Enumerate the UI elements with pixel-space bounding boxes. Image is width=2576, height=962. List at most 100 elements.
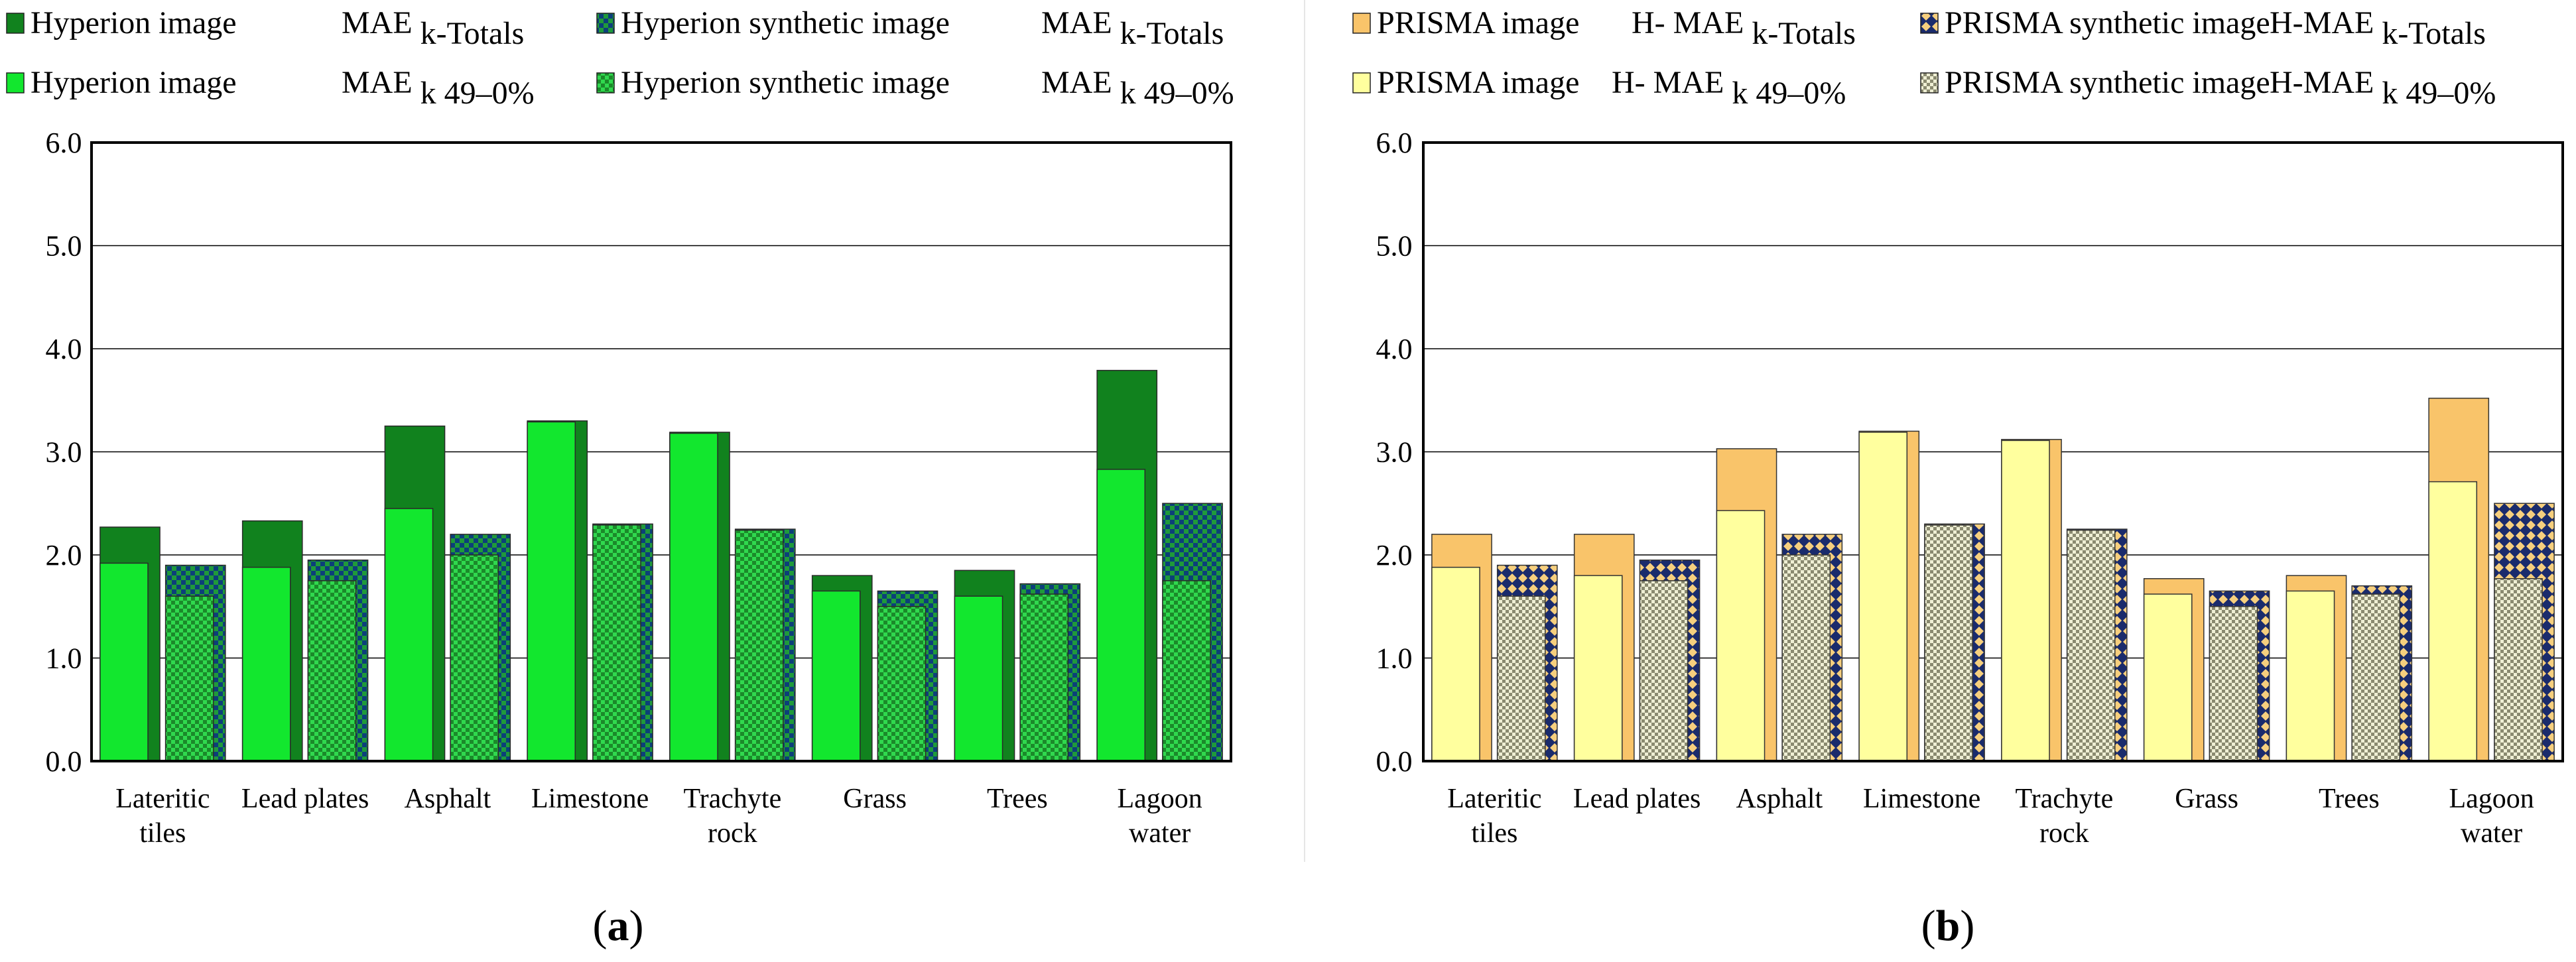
bar-synthetic-k-49-0 (2494, 578, 2543, 762)
y-tick-label: 6.0 (46, 127, 82, 159)
bar-image-k-49-0 (99, 562, 149, 762)
y-tick-label: 6.0 (1376, 127, 1413, 159)
y-tick-label: 2.0 (46, 539, 82, 571)
x-category-label: Lagoon (2449, 784, 2534, 814)
bar-synthetic-k-49-0 (1639, 580, 1689, 762)
x-category-label: Grass (843, 784, 907, 814)
bar-image-k-49-0 (241, 566, 291, 762)
legend-swatch (1352, 72, 1371, 93)
bar-image-k-49-0 (2286, 590, 2335, 762)
legend-metric: MAE k-Totals (1041, 5, 1224, 51)
legend-swatch (1352, 13, 1371, 34)
legend-entry: PRISMA synthetic image H-MAE k-Totals (1920, 5, 2486, 51)
y-tick-label: 0.0 (1376, 745, 1413, 778)
y-tick-label: 5.0 (46, 230, 82, 263)
legend-series-name: PRISMA synthetic image (1945, 5, 2270, 40)
legend-series-name: Hyperion synthetic image (621, 5, 950, 40)
bar-synthetic-k-49-0 (2066, 529, 2116, 762)
legend-entry: PRISMA image H- MAE k-Totals (1352, 5, 1856, 51)
bar-synthetic-k-49-0 (1781, 554, 1831, 762)
legend-entry: Hyperion synthetic image MAE k 49–0% (596, 65, 1234, 111)
legend-series-name: Hyperion image (31, 65, 237, 100)
legend-entry: Hyperion image MAE k-Totals (6, 5, 524, 51)
bar-synthetic-k-49-0 (592, 524, 641, 762)
legend-series-name: PRISMA synthetic image (1945, 65, 2270, 100)
legend-swatch (1920, 13, 1939, 34)
legend-series-name: PRISMA image (1377, 65, 1579, 100)
x-category-label: Lateritic (1447, 784, 1541, 814)
x-category-label: Limestone (531, 784, 649, 814)
x-category-label: Trachyte (683, 784, 781, 814)
y-tick-label: 5.0 (1376, 230, 1413, 263)
bar-image-k-49-0 (527, 421, 576, 762)
x-category-label: Trees (2319, 784, 2380, 814)
x-category-label: rock (708, 818, 757, 849)
legend-series-name: Hyperion image (31, 5, 237, 40)
x-category-label: tiles (139, 818, 186, 849)
y-tick-label: 1.0 (1376, 642, 1413, 675)
plot-frame (1422, 141, 2564, 762)
legend-series-name: Hyperion synthetic image (621, 65, 950, 100)
bar-image-k-49-0 (954, 595, 1003, 762)
legend-entry: PRISMA image H- MAE k 49–0% (1352, 65, 1846, 111)
legend-series-name: PRISMA image (1377, 5, 1579, 40)
plot-frame (90, 141, 1232, 762)
panel-a-chart: 0.0 1.0 2.0 3.0 4.0 5.0 6.0 Lateritic tiles Lead … (6, 5, 1234, 849)
y-tick-label: 0.0 (46, 745, 82, 778)
bar-synthetic-k-49-0 (734, 529, 784, 762)
legend-metric: H- MAE k 49–0% (1612, 65, 1846, 111)
bar-image-k-49-0 (2001, 440, 2050, 762)
panel-b-label: (b) (1921, 902, 1975, 950)
legend-swatch (6, 72, 25, 93)
legend-swatch (6, 13, 25, 34)
x-category-label: Trachyte (2015, 784, 2113, 814)
legend-entry: Hyperion synthetic image MAE k-Totals (596, 5, 1224, 51)
bar-image-k-49-0 (1858, 432, 1908, 762)
x-category-label: Lateritic (115, 784, 210, 814)
x-category-label: rock (2039, 818, 2089, 849)
bar-image-k-49-0 (384, 508, 434, 762)
bar-image-k-49-0 (1431, 566, 1480, 762)
x-category-label: Lead plates (1573, 784, 1701, 814)
legend-metric: MAE k 49–0% (342, 65, 535, 111)
bar-synthetic-k-49-0 (1496, 595, 1546, 762)
bar-synthetic-k-49-0 (1924, 524, 1973, 762)
bar-synthetic-k-49-0 (164, 595, 214, 762)
bar-synthetic-k-49-0 (1162, 580, 1211, 762)
legend-entry: Hyperion image MAE k 49–0% (6, 65, 535, 111)
x-category-label: Lead plates (241, 784, 369, 814)
bar-image-k-49-0 (1096, 469, 1146, 762)
x-category-label: tiles (1471, 818, 1517, 849)
bar-image-k-49-0 (669, 432, 718, 762)
x-category-label: water (1129, 818, 1191, 849)
legend-swatch (1920, 72, 1939, 93)
bar-synthetic-k-49-0 (1019, 593, 1069, 762)
legend-metric: H-MAE k-Totals (2270, 5, 2486, 51)
bar-synthetic-k-49-0 (450, 554, 499, 762)
bar-image-k-49-0 (811, 590, 861, 762)
x-category-label: Asphalt (405, 784, 491, 814)
legend-metric: MAE k 49–0% (1041, 65, 1234, 111)
y-tick-label: 1.0 (46, 642, 82, 675)
x-category-label: water (2461, 818, 2522, 849)
legend-metric: H-MAE k 49–0% (2270, 65, 2496, 111)
legend-swatch (596, 72, 615, 93)
bar-image-k-49-0 (2428, 481, 2478, 762)
bar-synthetic-k-49-0 (2209, 606, 2258, 762)
panel-b-chart: 0.0 1.0 2.0 3.0 4.0 5.0 6.0 Lateritic tiles Lead … (1352, 5, 2564, 849)
y-tick-label: 2.0 (1376, 539, 1413, 571)
bar-synthetic-k-49-0 (877, 606, 927, 762)
y-tick-label: 4.0 (46, 333, 82, 365)
y-tick-label: 3.0 (46, 436, 82, 469)
bar-synthetic-k-49-0 (307, 580, 357, 762)
legend-swatch (596, 13, 615, 34)
x-category-label: Asphalt (1736, 784, 1823, 814)
x-category-label: Grass (2175, 784, 2238, 814)
bar-image-k-49-0 (1573, 575, 1623, 762)
bar-image-k-49-0 (1716, 510, 1766, 762)
x-category-label: Lagoon (1117, 784, 1202, 814)
y-tick-label: 4.0 (1376, 333, 1413, 365)
bar-synthetic-k-49-0 (2351, 593, 2401, 762)
legend-metric: H- MAE k-Totals (1632, 5, 1856, 51)
